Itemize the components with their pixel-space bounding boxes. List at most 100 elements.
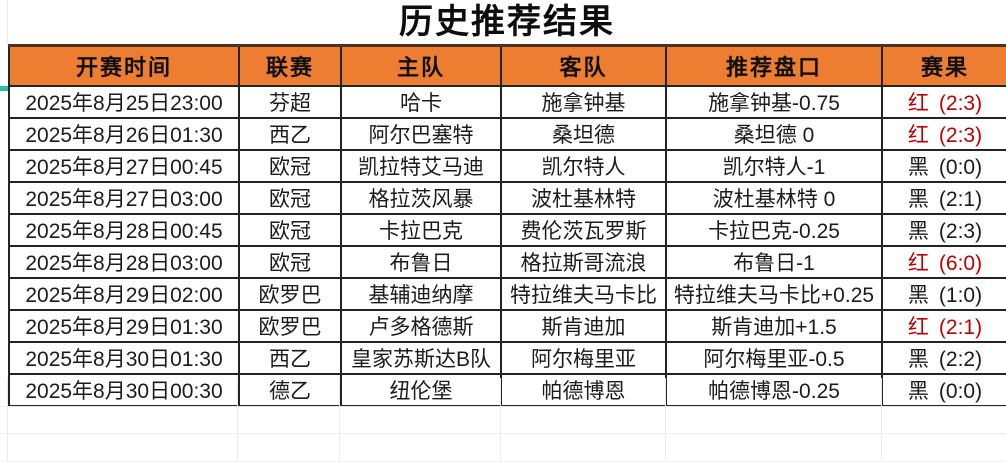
cell-away[interactable]: 施拿钟基	[500, 85, 667, 119]
cell-home[interactable]: 基辅迪纳摩	[340, 277, 502, 311]
empty-grid-vline	[7, 378, 8, 461]
cell-league[interactable]: 欧冠	[238, 245, 342, 279]
cell-league[interactable]: 欧罗巴	[238, 309, 342, 343]
cell-home[interactable]: 卡拉巴克	[340, 213, 502, 247]
cell-result[interactable]: 黑 (0:0)	[881, 149, 1006, 183]
cell-league[interactable]: 欧冠	[238, 149, 342, 183]
cell-away[interactable]: 凯尔特人	[500, 149, 667, 183]
cell-result[interactable]: 黑 (0:0)	[881, 373, 1006, 407]
cell-result[interactable]: 黑 (2:2)	[881, 341, 1006, 375]
cell-league[interactable]: 欧罗巴	[238, 277, 342, 311]
result-score: (6:0)	[938, 252, 983, 275]
cell-time[interactable]: 2025年8月28日00:45	[8, 213, 240, 247]
cell-time[interactable]: 2025年8月30日01:30	[8, 341, 240, 375]
table-row: 2025年8月27日03:00 欧冠 格拉茨风暴 波杜基林特 波杜基林特 0 黑 (2:1)	[8, 181, 1006, 215]
cell-result[interactable]: 红 (2:3)	[881, 117, 1006, 151]
cell-time[interactable]: 2025年8月30日00:30	[8, 373, 240, 407]
cell-league[interactable]: 欧冠	[238, 213, 342, 247]
result-score: (2:3)	[938, 220, 983, 243]
column-header-time[interactable]: 开赛时间	[8, 44, 240, 87]
result-score: (2:1)	[938, 188, 983, 211]
cell-away[interactable]: 桑坦德	[500, 117, 667, 151]
cell-time[interactable]: 2025年8月28日03:00	[8, 245, 240, 279]
table-row: 2025年8月27日00:45 欧冠 凯拉特艾马迪 凯尔特人 凯尔特人-1 黑 (0:0)	[8, 149, 1006, 183]
cell-home[interactable]: 哈卡	[340, 85, 502, 119]
cell-result[interactable]: 黑 (1:0)	[881, 277, 1006, 311]
column-header-away[interactable]: 客队	[500, 44, 667, 87]
cell-handicap[interactable]: 帕德博恩-0.25	[665, 373, 883, 407]
cell-handicap[interactable]: 布鲁日-1	[665, 245, 883, 279]
cell-time[interactable]: 2025年8月29日02:00	[8, 277, 240, 311]
cell-handicap[interactable]: 特拉维夫马卡比+0.25	[665, 277, 883, 311]
cell-away[interactable]: 格拉斯哥流浪	[500, 245, 667, 279]
result-outcome: 黑	[907, 188, 929, 211]
cell-result[interactable]: 红 (6:0)	[881, 245, 1006, 279]
empty-grid-vline	[881, 378, 882, 461]
cell-away[interactable]: 帕德博恩	[500, 373, 667, 407]
result-score: (2:1)	[938, 316, 983, 339]
empty-grid-vline	[665, 378, 666, 461]
cell-time[interactable]: 2025年8月29日01:30	[8, 309, 240, 343]
cell-home[interactable]: 卢多格德斯	[340, 309, 502, 343]
result-outcome: 黑	[907, 284, 929, 307]
cell-handicap[interactable]: 桑坦德 0	[665, 117, 883, 151]
cell-home[interactable]: 阿尔巴塞特	[340, 117, 502, 151]
cell-away[interactable]: 费伦茨瓦罗斯	[500, 213, 667, 247]
cell-league[interactable]: 西乙	[238, 117, 342, 151]
result-outcome: 红	[907, 124, 929, 147]
cell-handicap[interactable]: 阿尔梅里亚-0.5	[665, 341, 883, 375]
result-outcome: 红	[907, 252, 929, 275]
empty-grid-hline	[0, 406, 1006, 407]
cell-home[interactable]: 皇家苏斯达B队	[340, 341, 502, 375]
column-header-result[interactable]: 赛果	[881, 44, 1006, 87]
cell-result[interactable]: 黑 (2:1)	[881, 181, 1006, 215]
table-row: 2025年8月30日00:30 德乙 纽伦堡 帕德博恩 帕德博恩-0.25 黑 (0:0)	[8, 373, 1006, 407]
table-row: 2025年8月30日01:30 西乙 皇家苏斯达B队 阿尔梅里亚 阿尔梅里亚-0.5 黑 (…	[8, 341, 1006, 375]
page-title: 历史推荐结果	[399, 3, 615, 41]
results-table: 开赛时间 联赛 主队 客队 推荐盘口 赛果 2025年8月25日23:00 芬超 哈卡 施拿钟基…	[8, 44, 1006, 407]
cell-home[interactable]: 凯拉特艾马迪	[340, 149, 502, 183]
cell-handicap[interactable]: 斯肯迪加+1.5	[665, 309, 883, 343]
cell-league[interactable]: 西乙	[238, 341, 342, 375]
result-score: (2:2)	[938, 348, 983, 371]
result-score: (0:0)	[938, 156, 983, 179]
cell-home[interactable]: 纽伦堡	[340, 373, 502, 407]
cell-away[interactable]: 波杜基林特	[500, 181, 667, 215]
result-score: (1:0)	[938, 284, 983, 307]
table-row: 2025年8月29日02:00 欧罗巴 基辅迪纳摩 特拉维夫马卡比 特拉维夫马卡比+0.…	[8, 277, 1006, 311]
cell-time[interactable]: 2025年8月27日00:45	[8, 149, 240, 183]
cell-handicap[interactable]: 波杜基林特 0	[665, 181, 883, 215]
cell-handicap[interactable]: 施拿钟基-0.75	[665, 85, 883, 119]
column-header-home[interactable]: 主队	[340, 44, 502, 87]
table-header: 开赛时间 联赛 主队 客队 推荐盘口 赛果	[8, 44, 1006, 87]
column-header-handicap[interactable]: 推荐盘口	[665, 44, 883, 87]
cell-handicap[interactable]: 卡拉巴克-0.25	[665, 213, 883, 247]
result-score: (0:0)	[938, 380, 983, 403]
result-outcome: 黑	[907, 380, 929, 403]
cell-away[interactable]: 特拉维夫马卡比	[500, 277, 667, 311]
cell-time[interactable]: 2025年8月25日23:00	[8, 85, 240, 119]
result-outcome: 黑	[907, 156, 929, 179]
cell-handicap[interactable]: 凯尔特人-1	[665, 149, 883, 183]
cell-away[interactable]: 斯肯迪加	[500, 309, 667, 343]
empty-grid-vline	[339, 378, 340, 461]
column-header-league[interactable]: 联赛	[238, 44, 342, 87]
cell-league[interactable]: 芬超	[238, 85, 342, 119]
cell-time[interactable]: 2025年8月27日03:00	[8, 181, 240, 215]
cell-result[interactable]: 黑 (2:3)	[881, 213, 1006, 247]
cell-away[interactable]: 阿尔梅里亚	[500, 341, 667, 375]
result-outcome: 黑	[907, 220, 929, 243]
cell-result[interactable]: 红 (2:3)	[881, 85, 1006, 119]
table-row: 2025年8月28日03:00 欧冠 布鲁日 格拉斯哥流浪 布鲁日-1 红 (6:0)	[8, 245, 1006, 279]
cell-home[interactable]: 格拉茨风暴	[340, 181, 502, 215]
cell-league[interactable]: 德乙	[238, 373, 342, 407]
table-row: 2025年8月26日01:30 西乙 阿尔巴塞特 桑坦德 桑坦德 0 红 (2:3)	[8, 117, 1006, 151]
table-body: 2025年8月25日23:00 芬超 哈卡 施拿钟基 施拿钟基-0.75 红 (2:3) 20…	[8, 85, 1006, 407]
cell-time[interactable]: 2025年8月26日01:30	[8, 117, 240, 151]
gutter-gridline	[7, 0, 8, 44]
cell-league[interactable]: 欧冠	[238, 181, 342, 215]
cell-result[interactable]: 红 (2:1)	[881, 309, 1006, 343]
empty-grid-vline	[500, 378, 501, 461]
cell-home[interactable]: 布鲁日	[340, 245, 502, 279]
